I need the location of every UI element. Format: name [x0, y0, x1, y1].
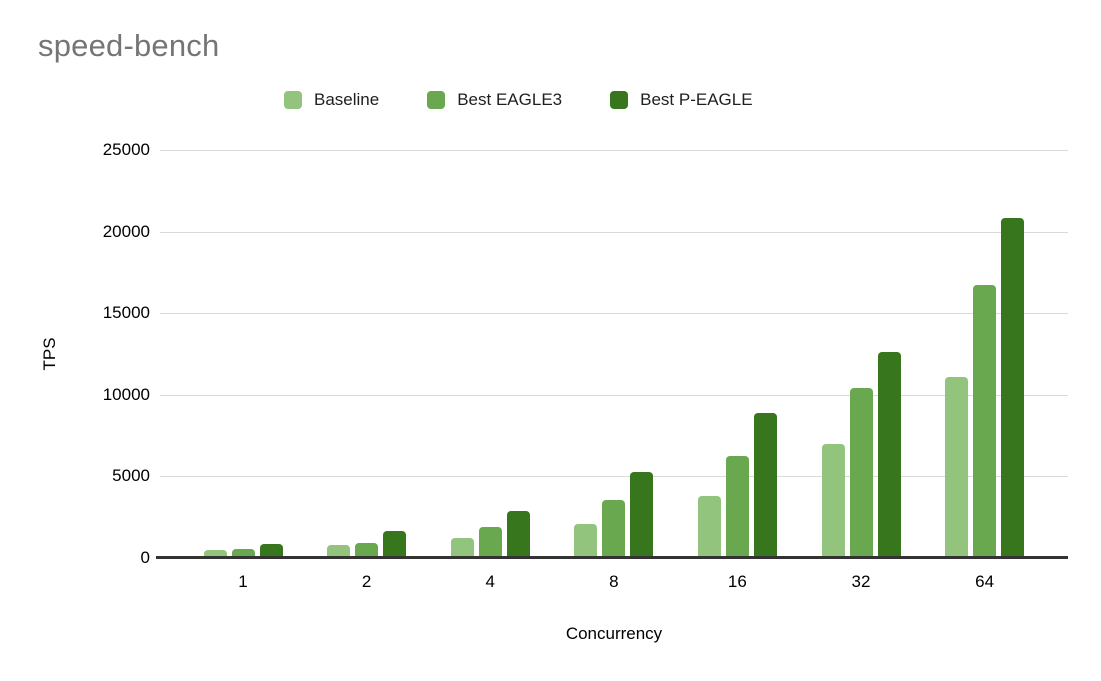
- gridline: [160, 476, 1068, 478]
- x-tick-label: 2: [361, 572, 372, 591]
- x-tick-label: 16: [727, 572, 747, 591]
- legend-item: Best P-EAGLE: [610, 90, 753, 110]
- y-tick-label: 0: [140, 548, 150, 567]
- legend-swatch-icon: [610, 91, 629, 109]
- bar-baseline-x1: [203, 549, 227, 558]
- bar-best-eagle3-x4: [478, 527, 502, 558]
- x-tick-label: 64: [975, 572, 995, 591]
- legend-label: Baseline: [314, 90, 380, 109]
- legend-label: Best P-EAGLE: [640, 90, 753, 109]
- gridline: [160, 313, 1068, 315]
- x-axis-title: Concurrency: [565, 624, 663, 643]
- y-tick-label: 10000: [102, 384, 150, 404]
- legend-swatch-icon: [284, 91, 302, 109]
- bar-best-p-eagle-x4: [506, 510, 530, 558]
- y-tick-label: 15000: [102, 303, 150, 323]
- bar-baseline-x64: [945, 376, 969, 558]
- legend-item: Best EAGLE3: [427, 90, 562, 110]
- x-tick-label: 1: [238, 572, 248, 591]
- chart-title: speed-bench: [38, 28, 220, 63]
- gridline: [160, 150, 1068, 151]
- y-tick-label: 25000: [102, 140, 150, 159]
- bar-baseline-x4: [450, 537, 474, 558]
- x-axis-line: [156, 556, 1068, 559]
- bar-baseline-x32: [821, 443, 845, 558]
- x-tick-label: 4: [485, 572, 495, 591]
- bar-baseline-x2: [327, 544, 351, 558]
- bar-best-p-eagle-x8: [630, 471, 654, 558]
- bar-best-p-eagle-x1: [259, 544, 283, 558]
- bar-best-p-eagle-x2: [383, 531, 407, 558]
- bar-best-p-eagle-x16: [753, 412, 777, 558]
- legend: Baseline Best EAGLE3 Best P-EAGLE: [284, 90, 753, 110]
- y-tick-label: 20000: [102, 221, 150, 241]
- x-tick-label: 32: [851, 572, 871, 591]
- bar-baseline-x16: [697, 495, 721, 558]
- bar-best-p-eagle-x32: [877, 351, 901, 558]
- bar-best-eagle3-x32: [849, 388, 873, 558]
- legend-label: Best EAGLE3: [457, 90, 563, 109]
- plot-area: [156, 150, 1068, 559]
- gridline: [160, 231, 1068, 233]
- bar-best-p-eagle-x64: [1001, 217, 1025, 558]
- bar-best-eagle3-x8: [602, 500, 626, 558]
- bar-baseline-x8: [574, 523, 598, 558]
- legend-swatch-icon: [427, 91, 446, 109]
- bar-best-eagle3-x64: [973, 285, 997, 558]
- x-tick-label: 8: [609, 572, 619, 591]
- bar-best-eagle3-x2: [355, 543, 379, 558]
- gridline: [160, 394, 1068, 396]
- y-axis-title: TPS: [40, 337, 59, 371]
- bar-best-eagle3-x1: [231, 549, 255, 558]
- legend-item: Baseline: [284, 90, 379, 110]
- bar-best-eagle3-x16: [725, 456, 749, 558]
- y-tick-label: 5000: [112, 466, 150, 486]
